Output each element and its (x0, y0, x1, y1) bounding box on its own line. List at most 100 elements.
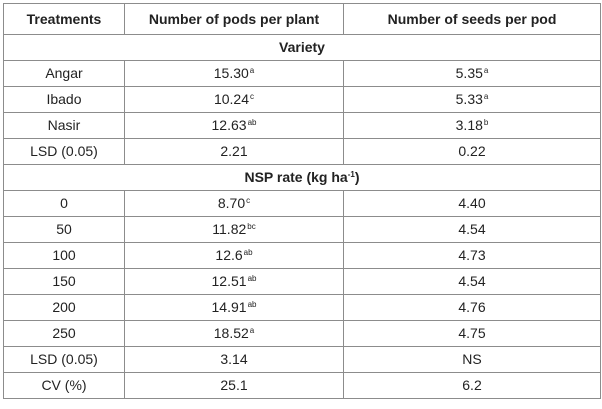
pods-cell: 10.24c (124, 86, 344, 113)
treatment-cell-value: 100 (52, 247, 76, 263)
significance-letter: ab (243, 248, 253, 257)
treatment-cell-value: 200 (52, 299, 76, 315)
pods-cell-value: 10.24 (213, 91, 250, 107)
pods-cell-value: 12.63 (211, 117, 247, 133)
seeds-cell: 0.22 (343, 138, 601, 165)
pods-cell-value: 18.52 (213, 325, 249, 341)
treatment-cell: Nasir (3, 112, 125, 139)
significance-letter: ab (247, 118, 257, 127)
treatment-cell: 0 (3, 190, 125, 217)
treatment-cell-value: 250 (52, 325, 76, 341)
header-treatments: Treatments (3, 3, 125, 35)
nsp-title-suffix: ) (354, 169, 360, 185)
significance-letter: b (483, 118, 489, 127)
seeds-cell-value: 4.73 (458, 247, 486, 263)
seeds-cell: 4.54 (343, 268, 601, 295)
pods-cell: 18.52a (124, 320, 344, 347)
significance-letter: a (483, 92, 489, 101)
section-row-nsp: NSP rate (kg ha-1) (3, 164, 601, 191)
pods-cell-value: 12.51 (211, 273, 247, 289)
seeds-cell-value: 4.54 (458, 221, 486, 237)
table-row: 50 11.82bc 4.54 (3, 216, 601, 243)
seeds-cell: 5.33a (343, 86, 601, 113)
table-row: 150 12.51ab 4.54 (3, 268, 601, 295)
significance-letter: a (249, 326, 255, 335)
header-seeds-per-pod: Number of seeds per pod (343, 3, 601, 35)
seeds-cell: 4.54 (343, 216, 601, 243)
pods-cell: 12.51ab (124, 268, 344, 295)
table-row: Angar 15.30a 5.35a (3, 60, 601, 87)
significance-letter: ab (247, 274, 257, 283)
treatment-cell: LSD (0.05) (3, 138, 125, 165)
seeds-cell-value: NS (462, 351, 482, 367)
table-row: 200 14.91ab 4.76 (3, 294, 601, 321)
pods-cell-value: 15.30 (213, 65, 249, 81)
seeds-cell-value: 5.35 (455, 65, 483, 81)
table-row: 0 8.70c 4.40 (3, 190, 601, 217)
treatment-cell: 50 (3, 216, 125, 243)
pods-cell: 25.1 (124, 372, 344, 399)
pods-cell: 12.63ab (124, 112, 344, 139)
seeds-cell-value: 4.75 (458, 325, 486, 341)
table-row: Ibado 10.24c 5.33a (3, 86, 601, 113)
table-row: Nasir 12.63ab 3.18b (3, 112, 601, 139)
seeds-cell: 4.75 (343, 320, 601, 347)
seeds-cell: NS (343, 346, 601, 373)
treatment-cell: LSD (0.05) (3, 346, 125, 373)
nsp-title-sup: -1 (347, 170, 355, 179)
seeds-cell-value: 5.33 (455, 91, 483, 107)
treatment-cell-value: 50 (56, 221, 72, 237)
results-table: Treatments Number of pods per plant Numb… (3, 3, 601, 399)
pods-cell-value: 11.82 (212, 221, 247, 237)
pods-cell-value: 12.6 (215, 247, 243, 263)
pods-cell-value: 8.70 (217, 195, 246, 211)
significance-letter: c (246, 196, 251, 205)
treatment-cell-value: LSD (0.05) (30, 143, 98, 159)
section-row-variety: Variety (3, 34, 601, 61)
header-row: Treatments Number of pods per plant Numb… (3, 3, 601, 35)
treatment-cell: 250 (3, 320, 125, 347)
treatment-cell-value: 0 (60, 195, 68, 211)
treatment-cell-value: LSD (0.05) (30, 351, 98, 367)
treatment-cell-value: CV (%) (41, 377, 87, 393)
table-row: 100 12.6ab 4.73 (3, 242, 601, 269)
treatment-cell-value: Angar (45, 65, 83, 81)
seeds-cell-value: 4.54 (458, 273, 486, 289)
pods-cell: 3.14 (124, 346, 344, 373)
seeds-cell: 4.73 (343, 242, 601, 269)
table-row: CV (%) 25.1 6.2 (3, 372, 601, 399)
section-title-variety: Variety (3, 34, 601, 61)
header-pods-per-plant: Number of pods per plant (124, 3, 344, 35)
significance-letter: a (483, 66, 489, 75)
seeds-cell: 6.2 (343, 372, 601, 399)
table-row: LSD (0.05) 3.14 NS (3, 346, 601, 373)
significance-letter: ab (247, 300, 257, 309)
treatment-cell: Ibado (3, 86, 125, 113)
pods-cell-value: 2.21 (220, 143, 248, 159)
seeds-cell-value: 0.22 (458, 143, 486, 159)
treatment-cell: 100 (3, 242, 125, 269)
treatment-cell-value: Nasir (47, 117, 81, 133)
seeds-cell: 4.76 (343, 294, 601, 321)
pods-cell: 14.91ab (124, 294, 344, 321)
treatment-cell-value: 150 (52, 273, 76, 289)
pods-cell-value: 3.14 (220, 351, 248, 367)
pods-cell: 12.6ab (124, 242, 344, 269)
seeds-cell-value: 3.18 (455, 117, 483, 133)
section-title-nsp: NSP rate (kg ha-1) (3, 164, 601, 191)
pods-cell: 15.30a (124, 60, 344, 87)
treatment-cell: Angar (3, 60, 125, 87)
pods-cell-value: 25.1 (220, 377, 248, 393)
table-row: 250 18.52a 4.75 (3, 320, 601, 347)
seeds-cell-value: 4.76 (458, 299, 486, 315)
table-row: LSD (0.05) 2.21 0.22 (3, 138, 601, 165)
significance-letter: a (249, 66, 255, 75)
seeds-cell: 4.40 (343, 190, 601, 217)
significance-letter: c (250, 92, 255, 101)
nsp-title-prefix: NSP rate (kg ha (244, 169, 348, 185)
significance-letter: bc (247, 222, 256, 231)
treatment-cell: 200 (3, 294, 125, 321)
pods-cell: 11.82bc (124, 216, 344, 243)
seeds-cell-value: 4.40 (458, 195, 486, 211)
seeds-cell: 5.35a (343, 60, 601, 87)
